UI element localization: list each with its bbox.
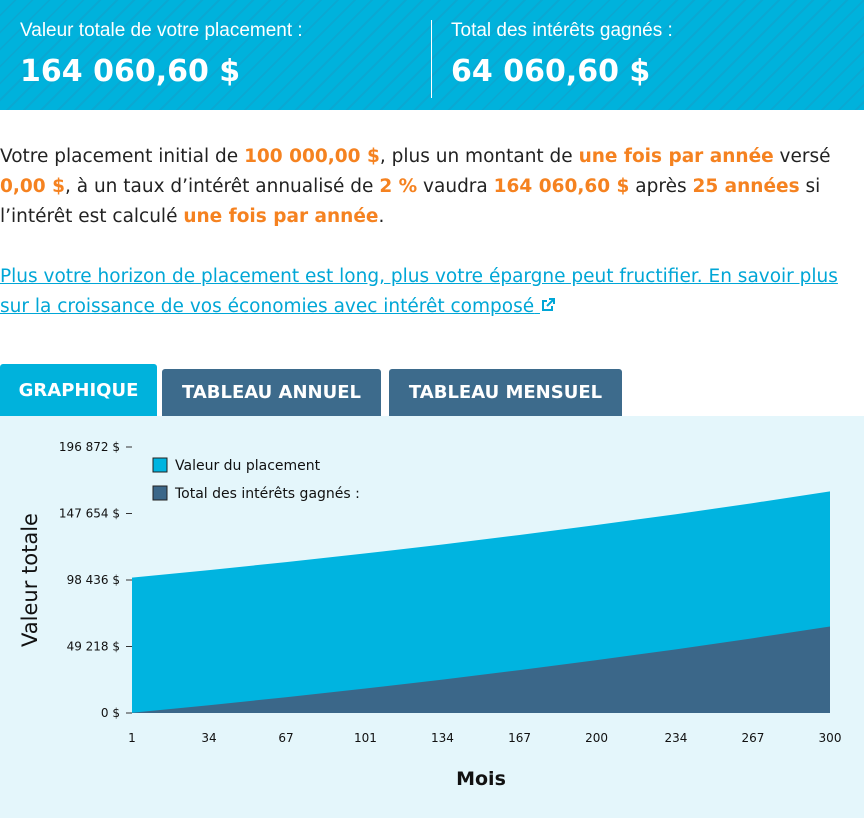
- x-axis-label: Mois: [456, 768, 506, 790]
- text: , plus un montant de: [379, 146, 579, 167]
- tab[interactable]: TABLEAU MENSUEL: [389, 369, 622, 416]
- text: Votre placement initial de: [0, 146, 245, 167]
- legend-label: Total des intérêts gagnés :: [174, 486, 360, 502]
- highlight: 0,00 $: [0, 176, 65, 197]
- y-tick-label: 196 872 $: [59, 440, 120, 454]
- highlight: 164 060,60 $: [493, 176, 630, 197]
- legend-swatch: [152, 457, 168, 473]
- y-tick-label: 147 654 $: [59, 507, 120, 521]
- highlight: une fois par année: [578, 146, 774, 167]
- x-tick-label: 34: [201, 731, 216, 745]
- x-tick-label: 267: [742, 731, 765, 745]
- y-tick-label: 0 $: [101, 706, 120, 720]
- text: si l’intérêt est calculé: [0, 176, 821, 227]
- header: Valeur totale de votre placement : 164 0…: [0, 0, 864, 110]
- x-tick-label: 101: [354, 731, 377, 745]
- area: [132, 626, 830, 713]
- x-tick-label: 167: [508, 731, 531, 745]
- link-text[interactable]: Plus votre horizon de placement est long…: [0, 266, 838, 317]
- highlight: 25 années: [692, 176, 800, 197]
- text: après: [629, 176, 693, 197]
- x-tick-label: 300: [819, 731, 842, 745]
- text: .: [378, 206, 385, 227]
- text: versé: [773, 146, 831, 167]
- stat-value: 64 060,60 $: [451, 54, 651, 89]
- divider: [431, 20, 432, 98]
- external-icon: [542, 298, 555, 311]
- legend-label: Valeur du placement: [175, 458, 321, 474]
- legend-swatch: [152, 485, 168, 501]
- tab[interactable]: TABLEAU ANNUEL: [162, 369, 381, 416]
- chart: 0 $49 218 $98 436 $147 654 $196 872 $1 34…: [0, 416, 864, 818]
- highlight: 100 000,00 $: [244, 146, 380, 167]
- stat-label: Total des intérêts gagnés :: [451, 20, 673, 41]
- learn-more-link[interactable]: Plus votre horizon de placement est long…: [0, 262, 860, 322]
- y-axis-label: Valeur totale: [18, 513, 42, 647]
- y-tick-label: 98 436 $: [67, 573, 120, 587]
- x-tick-label: 200: [585, 731, 608, 745]
- x-tick-label: 67: [278, 731, 293, 745]
- x-tick-label: 1: [128, 731, 136, 745]
- tab-active[interactable]: GRAPHIQUE: [0, 364, 157, 416]
- stat-label: Valeur totale de votre placement :: [20, 20, 303, 41]
- summary: Votre placement initial de 100 000,00 $,…: [0, 142, 850, 232]
- x-tick-label: 234: [664, 731, 687, 745]
- highlight: une fois par année: [183, 206, 379, 227]
- x-tick-label: 134: [431, 731, 454, 745]
- highlight: 2 %: [379, 176, 418, 197]
- text: vaudra: [417, 176, 494, 197]
- y-tick-label: 49 218 $: [67, 640, 120, 654]
- stat-value: 164 060,60 $: [20, 54, 241, 89]
- text: , à un taux d’intérêt annualisé de: [64, 176, 380, 197]
